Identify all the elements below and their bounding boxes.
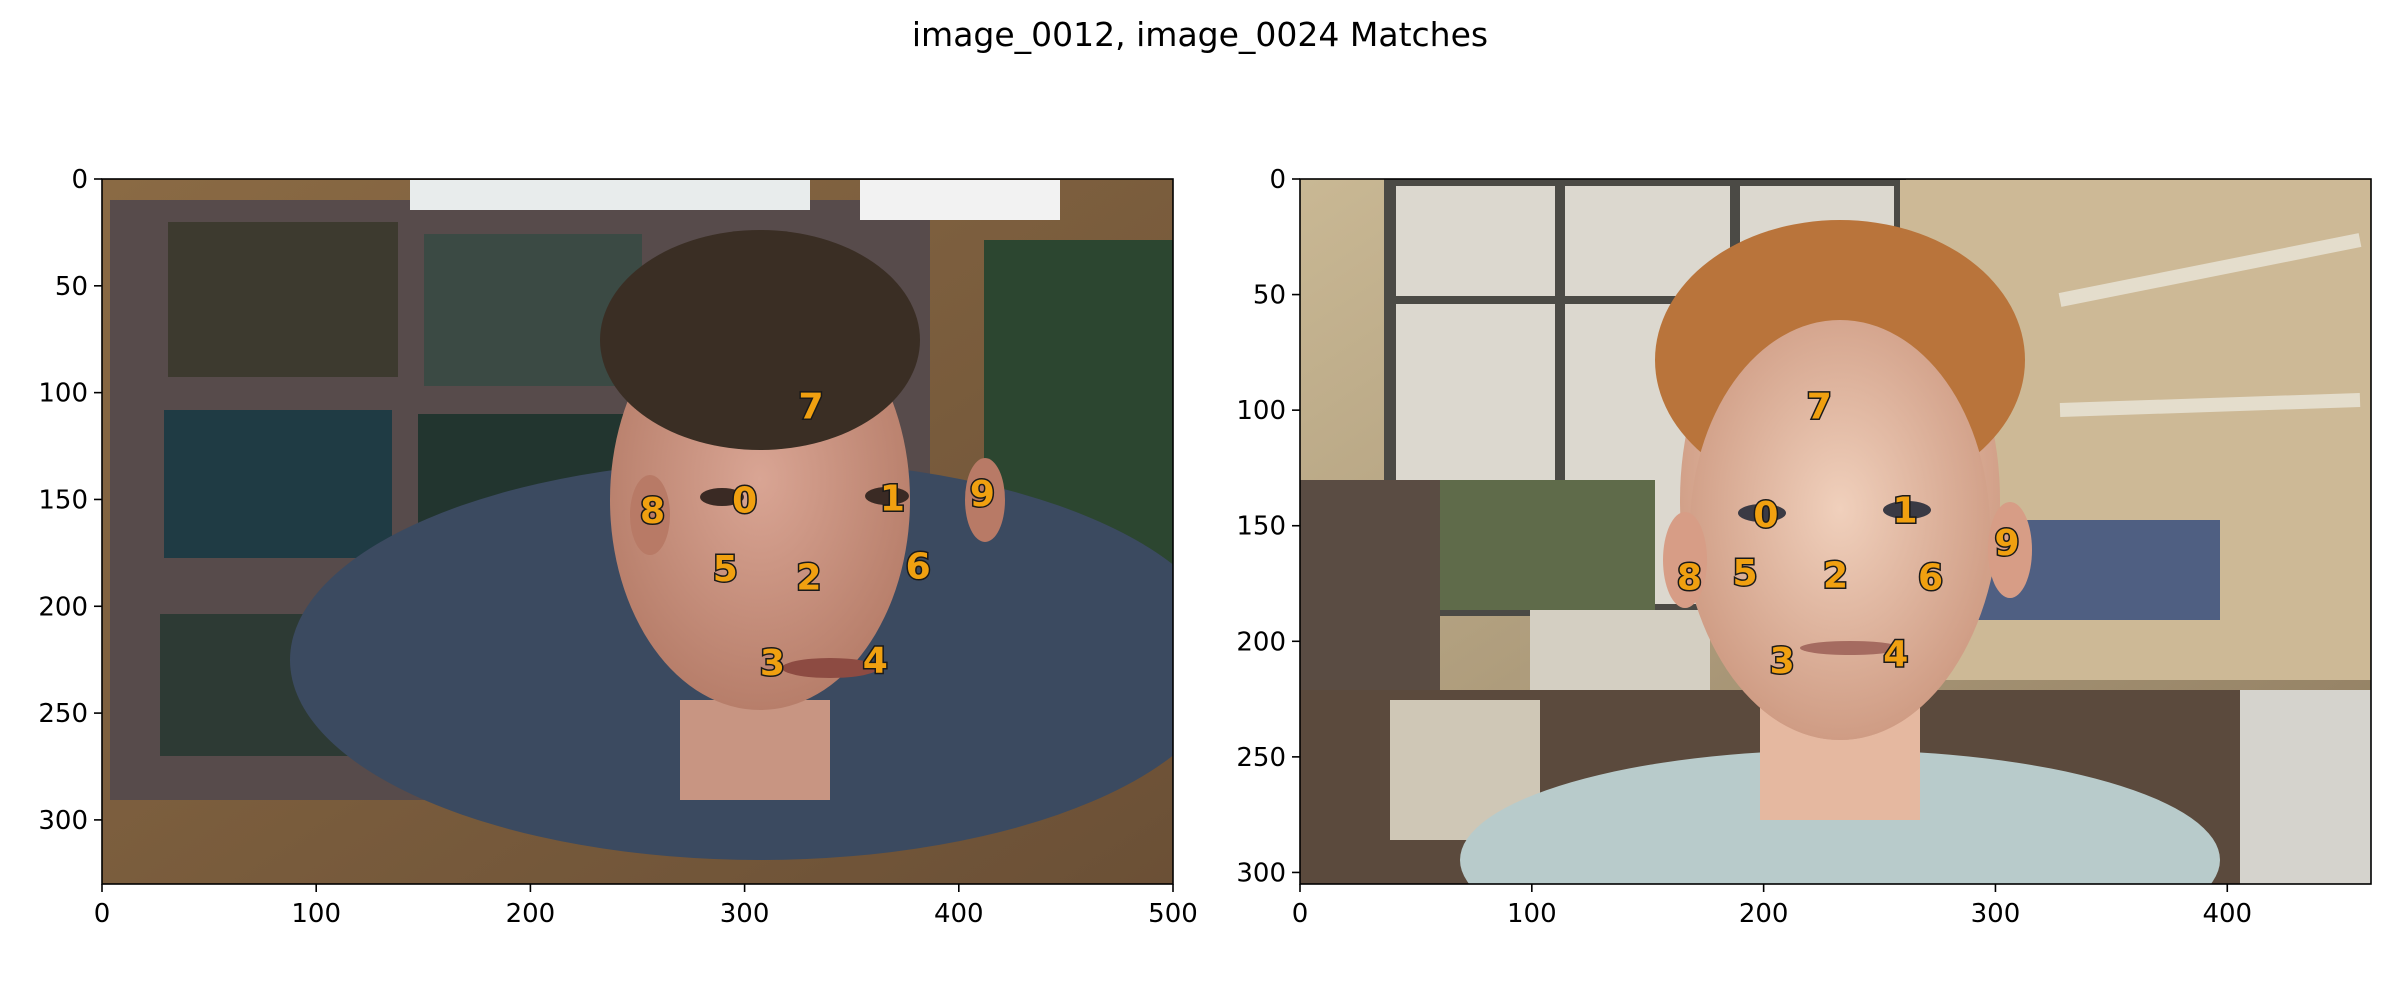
axes-frame-right [1299, 178, 2372, 885]
x-tick-label: 100 [1507, 899, 1557, 929]
figure-title: image_0012, image_0024 Matches [912, 15, 1488, 54]
y-tick-label: 150 [1236, 512, 1286, 542]
axes-frame-left [101, 178, 1174, 885]
photo-left [102, 179, 1173, 884]
keypoint-label: 3 [760, 643, 785, 684]
x-tick-label: 0 [1292, 899, 1309, 929]
y-tick-label: 200 [1236, 627, 1286, 657]
y-tick-label: 0 [1269, 165, 1286, 195]
y-tick-label: 300 [1236, 858, 1286, 888]
keypoint-label: 6 [906, 547, 931, 588]
y-tick-label: 100 [1236, 396, 1286, 426]
x-tick-label: 0 [94, 899, 111, 929]
x-tick-label: 400 [2202, 899, 2252, 929]
axes-left: 0 100 200 300 400 500 0 50 100 150 200 250 300 0 1 2 3 4 5… [38, 165, 1197, 929]
keypoint-label: 6 [1918, 558, 1943, 599]
y-tick-label: 150 [38, 485, 88, 515]
keypoint-label: 2 [1823, 555, 1848, 596]
keypoint-label: 0 [732, 480, 757, 521]
x-tick-label: 300 [720, 899, 770, 929]
keypoint-label: 1 [1893, 491, 1918, 532]
y-tick-label: 300 [38, 806, 88, 836]
keypoint-label: 4 [1883, 634, 1908, 675]
x-tick-label: 500 [1148, 899, 1198, 929]
y-tick-label: 250 [38, 699, 88, 729]
x-tick-label: 100 [291, 899, 341, 929]
x-tick-label: 400 [934, 899, 984, 929]
keypoint-label: 9 [970, 474, 995, 515]
keypoint-label: 5 [1733, 553, 1758, 594]
keypoint-label: 9 [1995, 523, 2020, 564]
y-tick-label: 250 [1236, 743, 1286, 773]
keypoint-label: 4 [863, 641, 888, 682]
keypoint-label: 7 [798, 386, 823, 427]
keypoint-label: 8 [1677, 558, 1702, 599]
keypoint-label: 0 [1753, 495, 1778, 536]
keypoint-label: 5 [713, 549, 738, 590]
keypoint-label: 8 [640, 491, 665, 532]
x-tick-label: 200 [506, 899, 556, 929]
y-tick-label: 200 [38, 592, 88, 622]
keypoint-label: 3 [1770, 641, 1795, 682]
y-tick-label: 0 [71, 165, 88, 195]
keypoint-label: 1 [880, 478, 905, 519]
keypoint-label: 7 [1807, 387, 1832, 428]
photo-right [1300, 179, 2371, 884]
x-tick-label: 300 [1971, 899, 2021, 929]
y-tick-label: 100 [38, 379, 88, 409]
keypoint-label: 2 [796, 557, 821, 598]
y-tick-label: 50 [55, 272, 88, 302]
x-tick-label: 200 [1739, 899, 1789, 929]
y-tick-label: 50 [1253, 281, 1286, 311]
